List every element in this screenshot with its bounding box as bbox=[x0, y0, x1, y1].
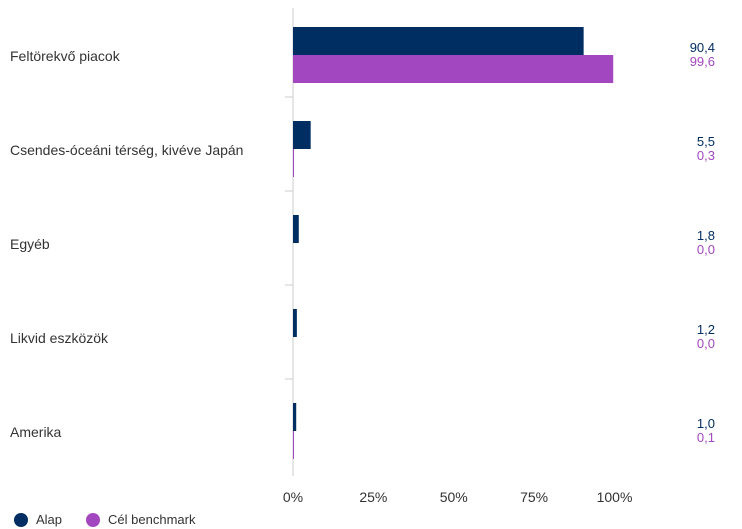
value-label-benchmark: 0,0 bbox=[697, 336, 715, 351]
category-label: Amerika bbox=[10, 424, 62, 440]
category-label: Likvid eszközök bbox=[10, 330, 109, 346]
value-label-benchmark: 0,0 bbox=[697, 242, 715, 257]
bar-benchmark bbox=[293, 431, 294, 459]
value-label-alap: 5,5 bbox=[697, 134, 715, 149]
legend-item-alap[interactable]: Alap bbox=[14, 512, 62, 527]
bar-alap bbox=[293, 215, 299, 243]
category-label: Feltörekvő piacok bbox=[10, 48, 121, 64]
value-label-benchmark: 99,6 bbox=[690, 54, 715, 69]
category-label: Egyéb bbox=[10, 236, 50, 252]
value-label-alap: 1,0 bbox=[697, 416, 715, 431]
x-tick-label: 100% bbox=[597, 489, 633, 505]
legend-swatch-alap bbox=[14, 512, 28, 527]
legend-label-alap: Alap bbox=[36, 512, 63, 527]
bar-benchmark bbox=[293, 149, 294, 177]
legend-swatch-benchmark bbox=[86, 512, 101, 527]
x-tick-label: 25% bbox=[359, 489, 387, 505]
x-tick-label: 75% bbox=[520, 489, 548, 505]
x-tick-label: 50% bbox=[440, 489, 468, 505]
value-label-benchmark: 0,1 bbox=[697, 430, 715, 445]
value-label-benchmark: 0,3 bbox=[697, 148, 715, 163]
bar-alap bbox=[293, 27, 584, 55]
value-label-alap: 1,2 bbox=[697, 322, 715, 337]
legend-label-benchmark: Cél benchmark bbox=[108, 512, 196, 527]
value-label-alap: 90,4 bbox=[690, 40, 715, 55]
legend-item-benchmark[interactable]: Cél benchmark bbox=[86, 512, 195, 527]
bar-alap bbox=[293, 403, 297, 431]
legend: Alap Cél benchmark bbox=[14, 512, 195, 527]
bar-benchmark bbox=[293, 55, 614, 83]
bar-alap bbox=[293, 121, 311, 149]
value-label-alap: 1,8 bbox=[697, 228, 715, 243]
category-label: Csendes-óceáni térség, kivéve Japán bbox=[10, 142, 243, 158]
x-tick-label: 0% bbox=[283, 489, 303, 505]
bar-alap bbox=[293, 309, 297, 337]
